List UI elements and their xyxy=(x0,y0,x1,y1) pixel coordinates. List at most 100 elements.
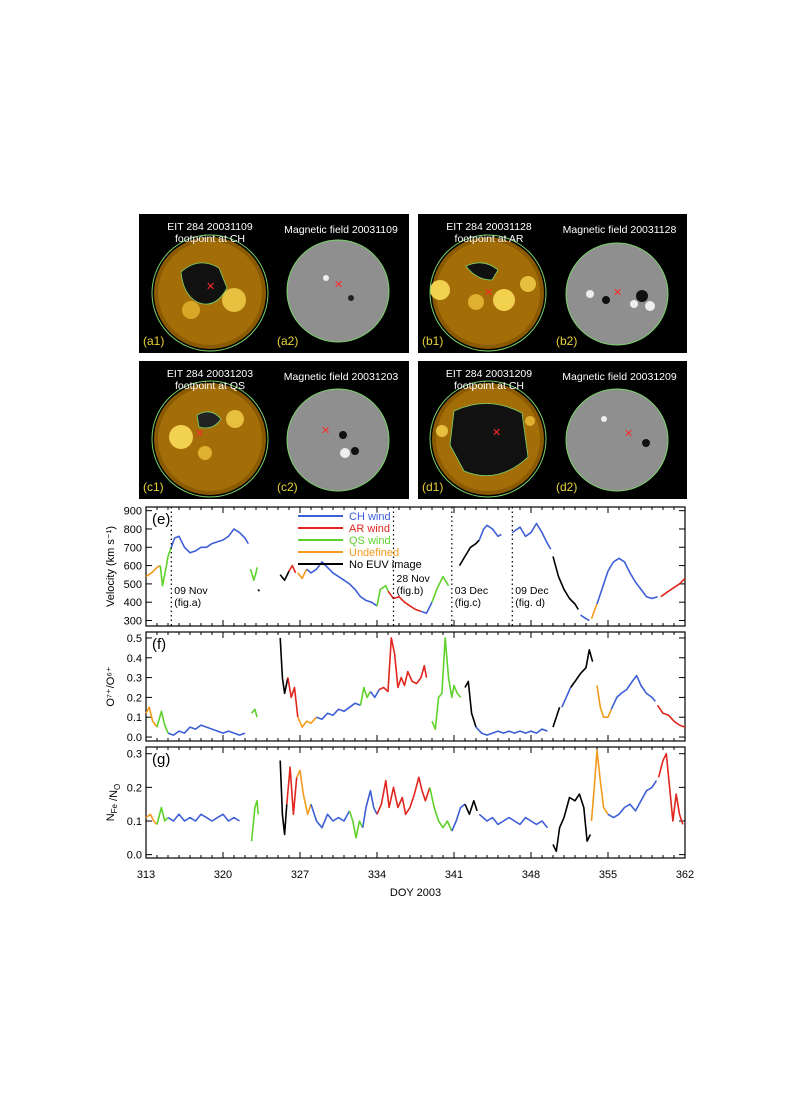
x-axis-label: DOY 2003 xyxy=(390,887,441,899)
panel-label-a2: (a2) xyxy=(277,334,299,348)
series-line-ch xyxy=(596,557,658,605)
x-tick-label: 320 xyxy=(214,869,232,881)
x-tick-label: 341 xyxy=(445,869,463,881)
series-line-un xyxy=(145,564,161,578)
series-line-ch xyxy=(478,524,502,541)
plot-frame xyxy=(145,506,686,627)
svg-text:✕: ✕ xyxy=(613,287,622,299)
panel-c-graphics: ✕ ✕ xyxy=(151,380,390,498)
x-tick-label: 362 xyxy=(676,869,694,881)
date-marker-sublabel: (fig. d) xyxy=(515,597,545,609)
y-tick-label: 0.3 xyxy=(127,749,142,761)
series-line-no xyxy=(552,556,579,610)
series-line-qs xyxy=(359,686,372,706)
series-line-no xyxy=(552,707,561,728)
magnetogram-title: Magnetic field 20031128 xyxy=(562,224,677,236)
image-panel-d: ✕ ✕ EIT 284 20031209 footpoint at CH Mag… xyxy=(418,361,687,499)
date-marker-sublabel: (fig.b) xyxy=(397,585,424,597)
panel-label-d2: (d2) xyxy=(556,480,578,494)
series-line-ch xyxy=(306,561,378,607)
series-line-ar xyxy=(376,776,431,816)
series-line-ch xyxy=(316,702,361,720)
series-line-un xyxy=(295,769,312,816)
x-tick-label: 334 xyxy=(368,869,386,881)
series-line-ar xyxy=(286,766,298,816)
magnetogram-title: Magnetic field 20031209 xyxy=(562,371,677,383)
series-line-no xyxy=(279,637,289,695)
series-line-no xyxy=(569,649,594,688)
series-line-ch xyxy=(361,789,378,828)
y-tick-label: 600 xyxy=(124,561,142,573)
series-line-ch xyxy=(310,803,351,829)
series-line-ch xyxy=(561,687,572,708)
series-line-no xyxy=(279,570,290,581)
date-marker-sublabel: (fig.c) xyxy=(455,597,481,609)
series-line-ch xyxy=(511,522,552,550)
footpoint-marker: ✕ xyxy=(492,427,501,439)
panel-label-b1: (b1) xyxy=(422,334,444,348)
series-line-qs xyxy=(376,584,389,607)
series-line-ch xyxy=(167,813,240,822)
series-line-qs xyxy=(431,637,462,730)
legend-label: Undefined xyxy=(349,547,399,559)
y-tick-label: 0.4 xyxy=(127,653,142,665)
x-tick-label: 313 xyxy=(137,869,155,881)
image-panel-a: ✕ ✕ EIT 284 20031109 footpoint at CH Mag… xyxy=(139,214,409,353)
svg-text:✕: ✕ xyxy=(334,279,343,291)
y-axis-label: O⁷⁺/O⁶⁺ xyxy=(105,666,117,706)
magnetogram-title: Magnetic field 20031109 xyxy=(284,224,398,236)
eit-subtitle: footpoint at AR xyxy=(454,233,524,245)
legend-label: QS wind xyxy=(349,535,391,547)
series-line-ch xyxy=(167,724,246,736)
y-tick-label: 700 xyxy=(124,542,142,554)
y-tick-label: 0.3 xyxy=(127,673,142,685)
y-axis-label: NFe /NO xyxy=(105,784,122,822)
date-marker-sublabel: (fig.a) xyxy=(174,597,201,609)
series-line-ar xyxy=(660,577,686,598)
panel-label: (e) xyxy=(152,511,170,528)
y-tick-label: 0.2 xyxy=(127,692,142,704)
panel-label-c1: (c1) xyxy=(143,480,164,494)
legend-label: AR wind xyxy=(349,523,390,535)
series-line-un xyxy=(590,749,609,822)
series-line-qs xyxy=(156,710,169,734)
x-tick-label: 327 xyxy=(291,869,309,881)
footpoint-marker: ✕ xyxy=(206,281,215,293)
panel-a-graphics: ✕ ✕ xyxy=(151,234,390,352)
series-line-ch xyxy=(475,726,548,736)
eit-title: EIT 284 20031109 xyxy=(167,221,253,233)
panel-label-d1: (d1) xyxy=(422,480,444,494)
plot-frame xyxy=(145,631,686,742)
panel-label-a1: (a1) xyxy=(143,334,165,348)
series-line-ar xyxy=(378,637,428,693)
x-tick-label: 348 xyxy=(522,869,540,881)
y-tick-label: 500 xyxy=(124,579,142,591)
series-line-ch xyxy=(478,813,549,829)
series-line-qs xyxy=(348,810,364,839)
series-line-qs xyxy=(250,800,259,842)
y-tick-label: 0.0 xyxy=(127,850,142,862)
y-tick-label: 0.1 xyxy=(127,816,142,828)
date-marker-label: 09 Dec xyxy=(515,585,548,597)
series-line-no xyxy=(464,680,477,728)
series-line-ch xyxy=(451,803,466,832)
series-line-un xyxy=(596,685,613,718)
series-line-ch xyxy=(607,780,658,819)
footpoint-marker: ✕ xyxy=(195,428,204,440)
series-line-un xyxy=(590,603,598,619)
series-line-no xyxy=(257,588,260,592)
magnetogram-title: Magnetic field 20031203 xyxy=(283,371,399,383)
y-tick-label: 0.0 xyxy=(127,732,142,744)
x-tick-label: 355 xyxy=(599,869,617,881)
magnetogram-disk xyxy=(286,388,390,492)
series-line-un xyxy=(145,706,158,728)
series-line-ar xyxy=(656,704,686,728)
plot-frame xyxy=(145,746,686,859)
y-axis-label: Velocity (km s⁻¹) xyxy=(105,526,117,607)
legend-label: No EUV image xyxy=(349,559,422,571)
series-line-ch xyxy=(420,601,433,614)
series-line-ar xyxy=(657,752,684,825)
series-line-ch xyxy=(580,614,590,622)
eit-subtitle: footpoint at QS xyxy=(174,380,246,392)
